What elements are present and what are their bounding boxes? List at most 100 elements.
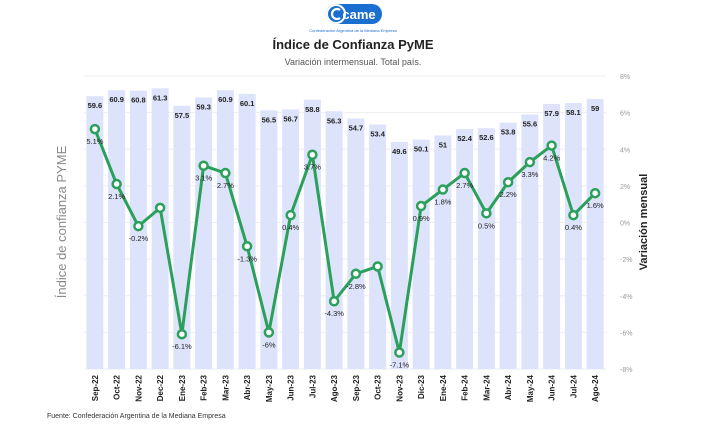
line-value-label: -0.2% bbox=[129, 234, 149, 243]
bar bbox=[390, 141, 408, 369]
chart-subtitle: Variación intermensual. Total país. bbox=[284, 57, 422, 67]
x-tick-label: Ene-24 bbox=[439, 374, 448, 401]
line-path bbox=[93, 128, 597, 355]
line-point bbox=[307, 149, 318, 160]
bar-value-label: 59.3 bbox=[196, 103, 211, 112]
line-series bbox=[89, 123, 601, 358]
bar-value-label: 51 bbox=[439, 141, 447, 150]
line-point bbox=[133, 220, 144, 232]
line-point bbox=[220, 167, 231, 179]
bar-value-label: 50.1 bbox=[414, 145, 429, 154]
x-tick-label: Jun-24 bbox=[548, 374, 557, 400]
x-tick-label: Dic-23 bbox=[417, 374, 426, 399]
line-point bbox=[524, 156, 536, 168]
line-value-label: 4.2% bbox=[543, 154, 560, 163]
came-logo: came Confederación Argentina de la Media… bbox=[0, 2, 706, 36]
line-value-label: 2.2% bbox=[500, 190, 517, 199]
line-point bbox=[589, 187, 601, 199]
x-tick-label: Sep-22 bbox=[91, 374, 100, 401]
line-point bbox=[481, 208, 492, 219]
y-left-axis-label: Índice de confianza PYME bbox=[54, 145, 69, 298]
line-point bbox=[89, 123, 101, 135]
line-point bbox=[415, 200, 427, 212]
bar-value-label: 55.6 bbox=[523, 119, 538, 128]
bar-value-label: 56.7 bbox=[283, 114, 298, 123]
x-tick-label: Sep-23 bbox=[352, 374, 361, 401]
x-tick-label: Ene-23 bbox=[178, 374, 187, 401]
y-right-axis-label: Variación mensual bbox=[638, 174, 650, 271]
x-tick-label: Oct-22 bbox=[113, 374, 122, 399]
line-point bbox=[328, 295, 340, 307]
chart-title: Índice de Confianza PyME bbox=[272, 37, 434, 52]
line-value-label: 2.1% bbox=[108, 192, 125, 201]
line-point bbox=[459, 167, 470, 179]
bar-value-label: 60.9 bbox=[109, 95, 124, 104]
bar-value-labels: 59.6 60.9 60.8 61.3 57.5 59.3 60.9 60.1 56.5 56.7… bbox=[88, 93, 600, 156]
x-tick-label: May-24 bbox=[526, 374, 535, 402]
bar bbox=[282, 109, 300, 369]
bar-value-label: 57.9 bbox=[544, 109, 559, 118]
logo-tagline: Confederación Argentina de la Mediana Em… bbox=[309, 28, 397, 33]
y-right-tick-label: -6% bbox=[620, 330, 632, 337]
bar bbox=[369, 124, 387, 369]
x-tick-label: Feb-23 bbox=[200, 374, 209, 400]
x-tick-label: Mar-23 bbox=[221, 374, 230, 400]
bar-value-label: 52.6 bbox=[479, 133, 494, 142]
y-right-tick-label: 0% bbox=[620, 221, 630, 228]
y-right-tick-label: 6% bbox=[620, 111, 630, 118]
line-value-label: 3.7% bbox=[304, 163, 321, 172]
bar-value-label: 49.6 bbox=[392, 147, 407, 156]
bar-value-label: 52.4 bbox=[457, 134, 472, 143]
bar-value-label: 58.1 bbox=[566, 108, 581, 117]
line-value-label: -6.1% bbox=[172, 342, 192, 351]
line-point bbox=[263, 327, 275, 338]
bar bbox=[238, 93, 256, 370]
bar-series bbox=[86, 88, 604, 370]
y-right-tick-label: 4% bbox=[620, 147, 630, 154]
x-tick-label: Nov-22 bbox=[134, 374, 143, 401]
y-right-tick-label: -4% bbox=[620, 294, 632, 301]
x-tick-label: May-23 bbox=[265, 374, 274, 402]
line-value-label: 3.1% bbox=[195, 174, 212, 183]
line-value-label: 0.4% bbox=[565, 223, 582, 232]
bar bbox=[564, 103, 582, 370]
bar bbox=[325, 111, 343, 370]
line-value-label: -4.3% bbox=[324, 309, 344, 318]
line-point bbox=[437, 184, 449, 195]
x-tick-label: Dec-22 bbox=[156, 374, 165, 401]
bar-value-label: 53.4 bbox=[370, 130, 385, 139]
line-value-labels: 5.1% 2.1% -0.2% -6.1% 3.1% 2.7% -1.3% -6% 0.4% 3.… bbox=[86, 137, 604, 369]
x-tick-label: Oct-23 bbox=[374, 374, 383, 399]
bar bbox=[108, 90, 126, 369]
x-tick-label: Abr-24 bbox=[504, 374, 513, 400]
bar-value-label: 53.8 bbox=[501, 128, 516, 137]
bar bbox=[347, 118, 365, 369]
bar bbox=[499, 122, 517, 370]
bar bbox=[477, 128, 495, 369]
grid-lines bbox=[84, 75, 606, 370]
line-point bbox=[111, 178, 122, 190]
x-tick-label: Jul-23 bbox=[308, 374, 317, 398]
bar bbox=[86, 96, 104, 370]
x-tick-label: Mar-24 bbox=[482, 374, 491, 400]
bar-value-label: 60.9 bbox=[218, 95, 233, 104]
bar bbox=[456, 129, 474, 369]
bar-value-label: 60.8 bbox=[131, 96, 146, 105]
line-point bbox=[176, 328, 188, 340]
line-point bbox=[394, 347, 405, 358]
x-axis-ticks: Sep-22 Oct-22 Nov-22 Dec-22 Ene-23 Feb-23 Mar-… bbox=[91, 374, 600, 402]
line-value-label: -2.8% bbox=[346, 282, 366, 291]
bar-value-label: 60.1 bbox=[240, 99, 255, 108]
bar bbox=[151, 88, 169, 370]
bar-value-label: 59.6 bbox=[88, 101, 103, 110]
y-right-axis-ticks: 8% 6% 4% 2% 0% -2% -4% -6% -8% bbox=[620, 74, 632, 374]
line-point bbox=[154, 202, 166, 214]
x-tick-label: Jul-24 bbox=[569, 374, 578, 398]
x-tick-label: Feb-24 bbox=[461, 374, 470, 400]
line-point bbox=[241, 241, 253, 252]
y-right-tick-label: -8% bbox=[620, 367, 632, 374]
bar bbox=[195, 97, 213, 370]
bar bbox=[216, 90, 234, 369]
bar-value-label: 58.8 bbox=[305, 105, 320, 114]
line-value-label: 0.9% bbox=[413, 214, 430, 223]
